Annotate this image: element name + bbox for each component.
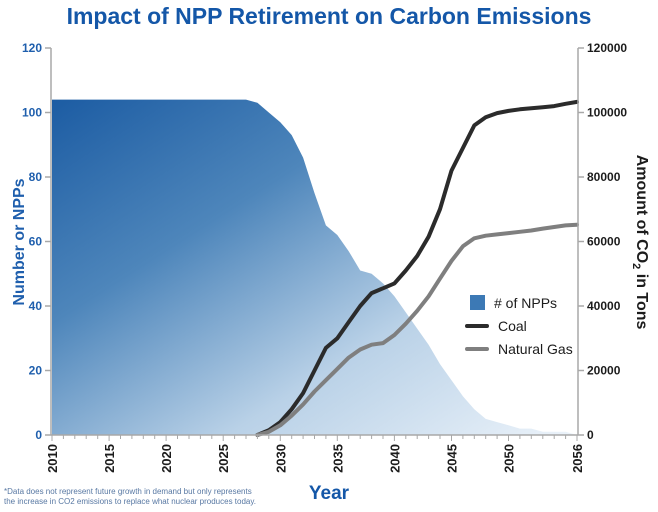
svg-text:0: 0 (35, 428, 42, 442)
svg-text:2056: 2056 (570, 444, 585, 473)
chart-title: Impact of NPP Retirement on Carbon Emiss… (66, 3, 592, 29)
svg-text:80: 80 (29, 170, 43, 184)
svg-text:60000: 60000 (587, 235, 621, 249)
footnote-line-1: *Data does not represent future growth i… (4, 487, 252, 496)
legend-label-gas: Natural Gas (498, 340, 573, 357)
svg-text:100000: 100000 (587, 106, 627, 120)
legend-item-gas: Natural Gas (465, 339, 573, 358)
svg-text:0: 0 (587, 428, 594, 442)
svg-text:60: 60 (29, 235, 43, 249)
footnote: *Data does not represent future growth i… (4, 487, 256, 507)
svg-text:120: 120 (22, 41, 42, 55)
legend-item-coal: Coal (465, 316, 573, 335)
legend-label-npps: # of NPPs (494, 294, 558, 311)
svg-text:120000: 120000 (587, 41, 627, 55)
svg-text:20: 20 (29, 364, 43, 378)
svg-text:20000: 20000 (587, 364, 621, 378)
legend-swatch-gas (465, 346, 489, 351)
svg-text:2020: 2020 (159, 444, 174, 473)
footnote-line-2: the increase in CO2 emissions to replace… (4, 497, 256, 506)
svg-text:2045: 2045 (445, 444, 460, 473)
left-axis-title: Number or NPPs (11, 178, 28, 306)
right-axis-title-post: in Tons (633, 269, 651, 330)
svg-text:2035: 2035 (330, 444, 345, 473)
svg-text:40: 40 (29, 299, 43, 313)
x-axis-title: Year (308, 483, 350, 504)
right-axis-title-pre: Amount of CO (633, 154, 651, 264)
svg-text:2040: 2040 (387, 444, 402, 473)
svg-text:2025: 2025 (216, 444, 231, 473)
svg-text:40000: 40000 (587, 299, 621, 313)
legend-label-coal: Coal (498, 317, 527, 334)
svg-text:2015: 2015 (102, 444, 117, 473)
legend-swatch-npp (470, 295, 485, 310)
legend-item-npps: # of NPPs (470, 293, 573, 312)
svg-text:80000: 80000 (587, 170, 621, 184)
svg-text:2030: 2030 (273, 444, 288, 473)
svg-text:2010: 2010 (45, 444, 60, 473)
legend: # of NPPs Coal Natural Gas (465, 293, 573, 358)
svg-text:100: 100 (22, 106, 42, 120)
right-axis-title: Amount of CO2 in Tons (630, 30, 650, 454)
svg-text:2050: 2050 (502, 444, 517, 473)
legend-swatch-coal (465, 323, 489, 328)
